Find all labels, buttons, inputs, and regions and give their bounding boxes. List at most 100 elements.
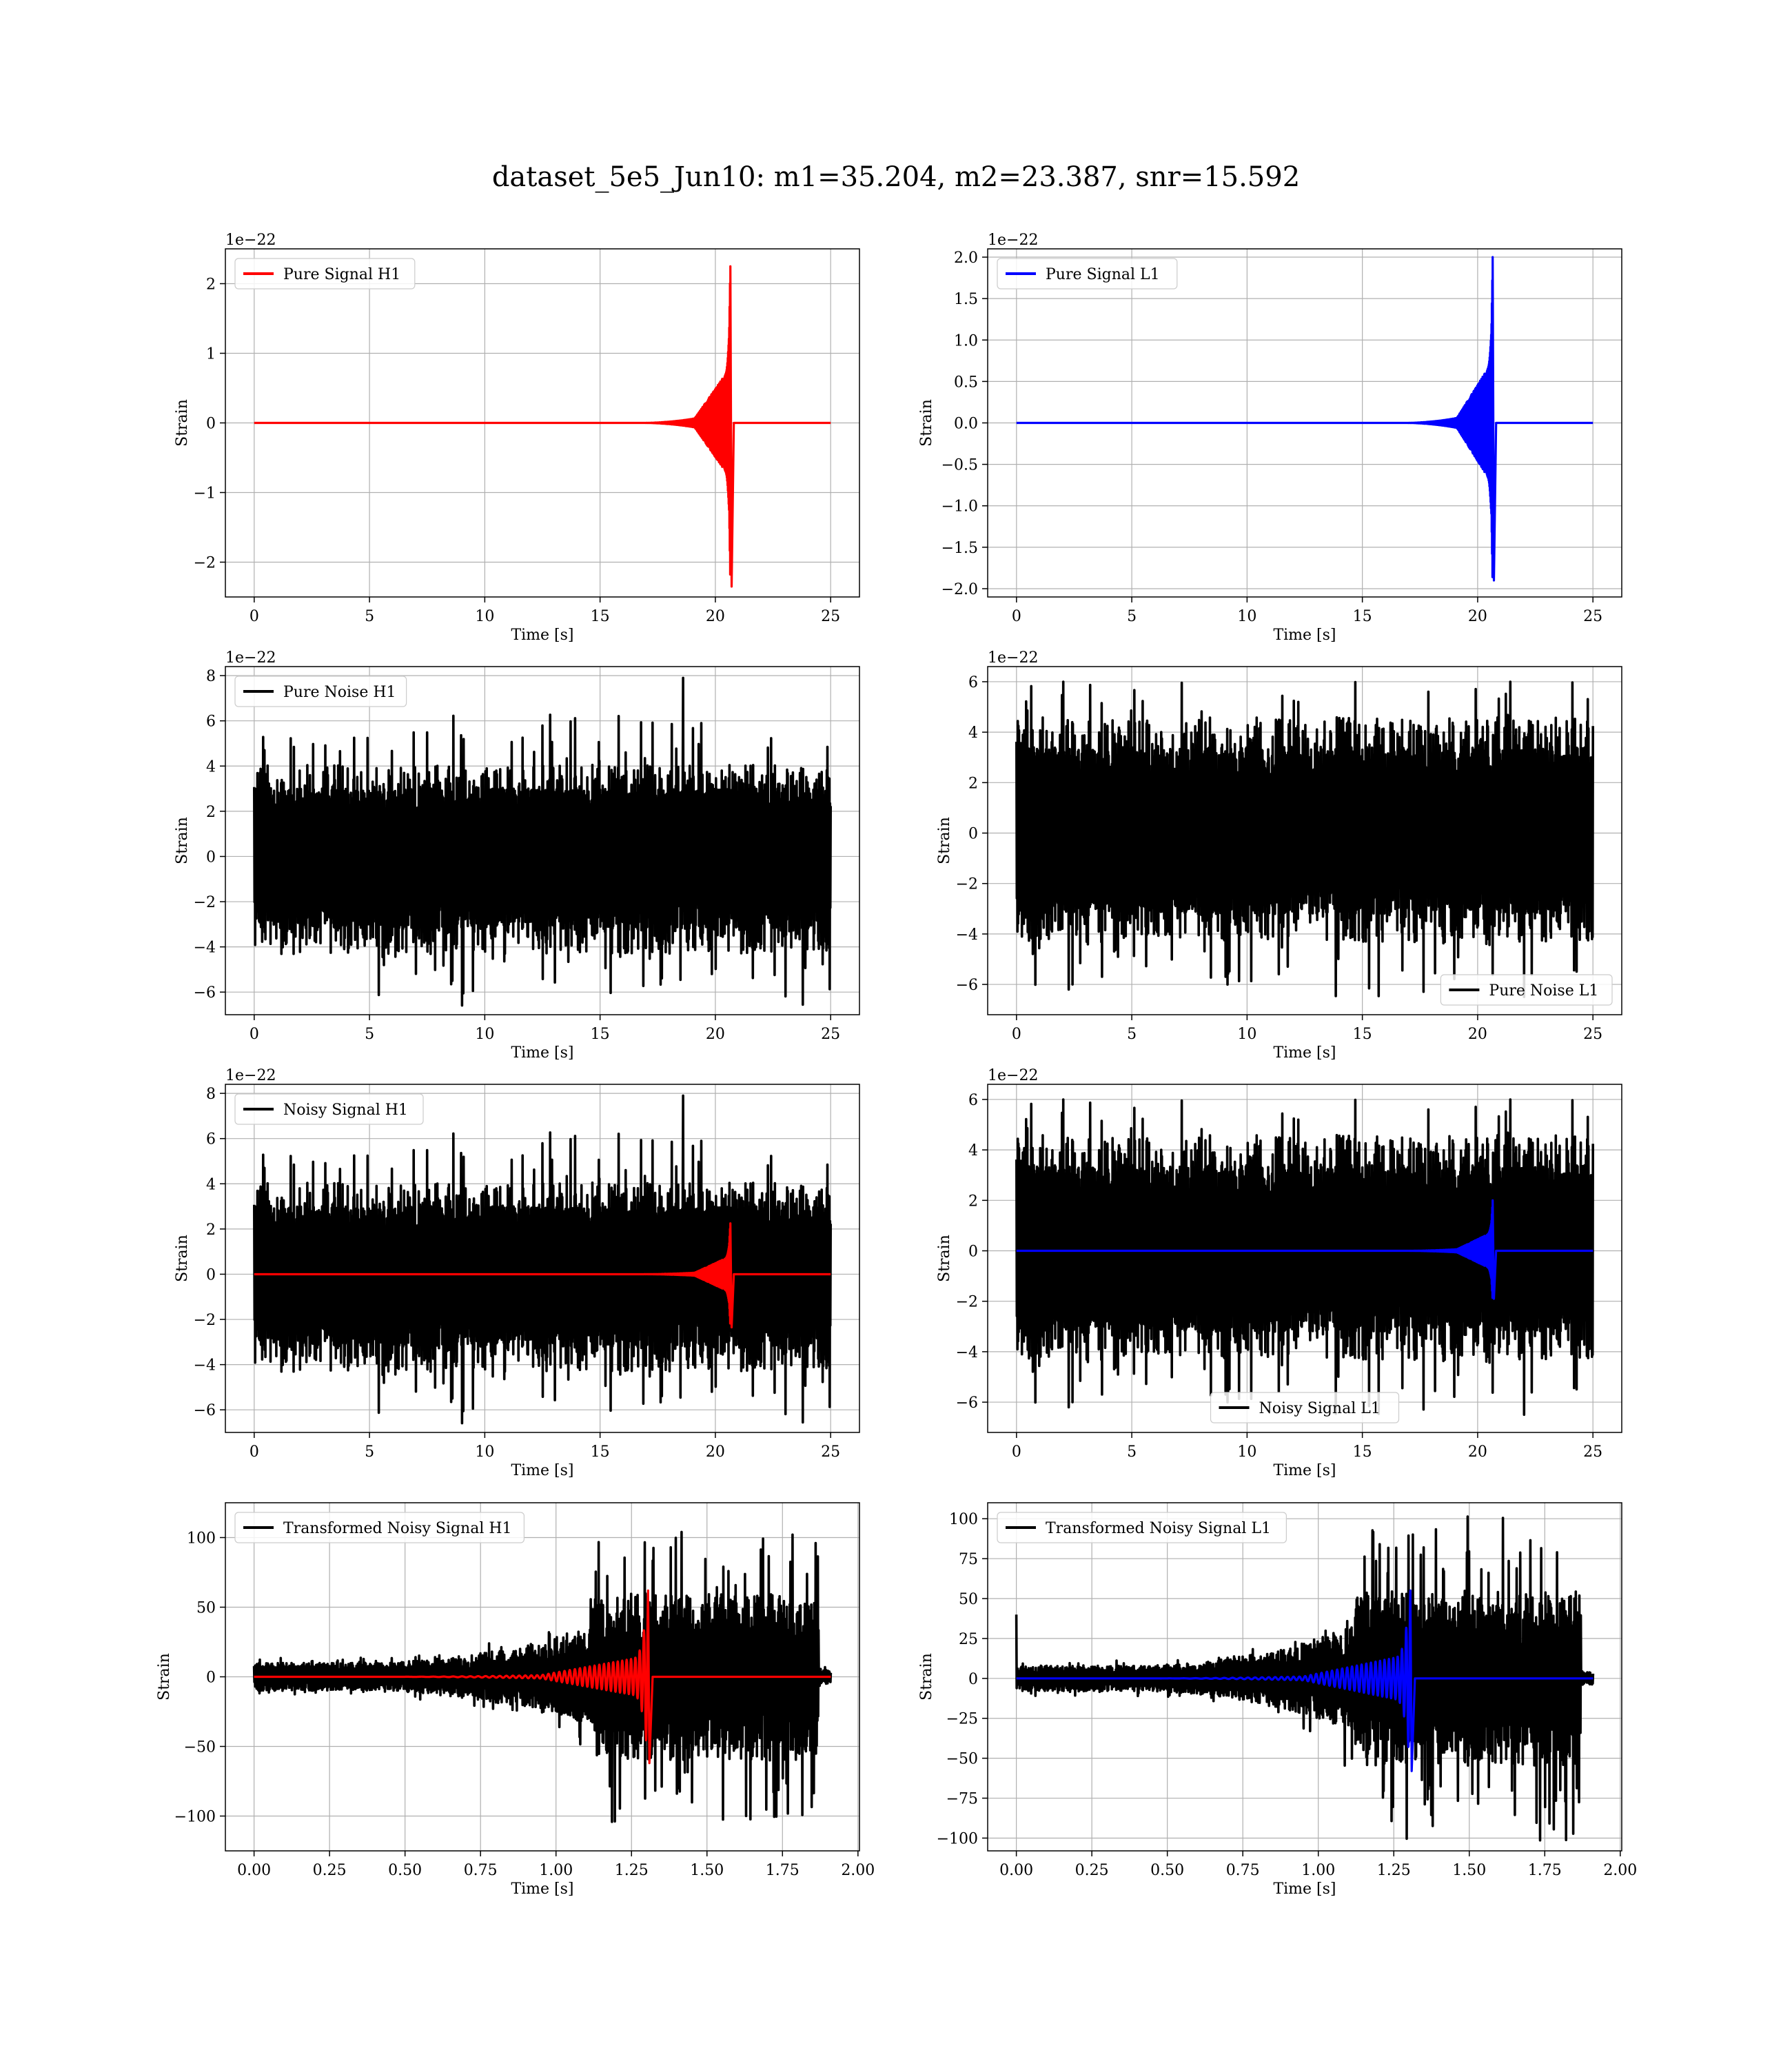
x-tick-label: 25 — [1583, 1026, 1602, 1043]
figure-suptitle: dataset_5e5_Jun10: m1=35.204, m2=23.387,… — [492, 161, 1300, 193]
y-tick-label: −6 — [956, 1395, 978, 1412]
x-tick-label: 1.25 — [1377, 1862, 1411, 1879]
panel-pure-signal-h1: 0 5 10 15 20 25 −2 −1 0 1 2 Time [s] Strain 1e−22 Pure… — [174, 232, 860, 644]
x-tick-label: 2.00 — [1603, 1862, 1637, 1879]
legend-box — [234, 676, 407, 707]
x-tick-label: 5 — [1127, 1026, 1137, 1043]
y-tick-label: −4 — [956, 1344, 978, 1361]
y-tick-label: −4 — [194, 940, 216, 957]
y-tick-label: −0.5 — [941, 457, 978, 474]
x-tick-label: 25 — [821, 1026, 840, 1043]
y-tick-label: 0 — [206, 1670, 216, 1687]
x-tick-label: 20 — [706, 608, 725, 625]
y-tick-label: 6 — [206, 1131, 216, 1148]
panel-transformed-noisy-signal-h1: 0.00 0.25 0.50 0.75 1.00 1.25 1.50 1.75 2.00 −100… — [156, 1502, 875, 1898]
y-tick-label: 0 — [206, 849, 216, 866]
x-tick-label: 0 — [250, 608, 259, 625]
x-tick-label: 15 — [591, 1443, 610, 1461]
x-tick-label: 0 — [1012, 1443, 1021, 1461]
x-tick-label: 0.75 — [1226, 1862, 1260, 1879]
axes-frame — [987, 1502, 1622, 1852]
y-tick-label: 2.0 — [954, 250, 978, 267]
series-transformed-noisy-signal-h1 — [252, 1530, 833, 1823]
legend: Transformed Noisy Signal H1 — [234, 1512, 525, 1543]
y-tick-label: 6 — [206, 713, 216, 731]
x-tick-label: 0 — [1012, 608, 1021, 625]
axes-frame — [225, 1084, 860, 1433]
y-axis-label: Strain — [918, 399, 935, 447]
x-axis-label: Time [s] — [511, 1881, 573, 1898]
legend-label: Pure Noise L1 — [1489, 982, 1598, 1000]
y-axis-label: Strain — [174, 1235, 191, 1282]
x-tick-label: 10 — [475, 1443, 494, 1461]
x-tick-label: 5 — [1127, 1443, 1137, 1461]
axes-frame — [987, 1084, 1622, 1433]
x-axis-label: Time [s] — [1273, 1462, 1336, 1479]
x-tick-label: 5 — [365, 1443, 374, 1461]
legend: Pure Noise L1 — [1440, 974, 1613, 1006]
x-axis-label: Time [s] — [1273, 1044, 1336, 1062]
plot-area — [253, 676, 832, 1007]
x-tick-label: 20 — [1468, 1026, 1487, 1043]
y-tick-label: −1.0 — [941, 498, 978, 516]
series-pure-noise-l1 — [1015, 680, 1594, 999]
y-tick-label: −2 — [194, 1312, 216, 1329]
y-tick-label: 25 — [959, 1631, 978, 1648]
x-tick-label: 1.75 — [1528, 1862, 1562, 1879]
series-noisy-signal-l1-signal-overlay — [1016, 1199, 1594, 1300]
y-tick-label: 8 — [206, 668, 216, 685]
axes-frame — [225, 666, 860, 1015]
x-tick-label: 10 — [1237, 608, 1256, 625]
y-tick-label: 0 — [206, 416, 216, 433]
axis-offset-text: 1e−22 — [988, 649, 1038, 667]
y-tick-label: −100 — [174, 1809, 216, 1826]
panel-pure-noise-l1: 0 5 10 15 20 25 −6 −4 −2 0 2 4 6 Time [s] Strain 1e−22 P… — [936, 649, 1622, 1062]
x-axis-label: Time [s] — [1273, 1881, 1336, 1898]
legend-box — [1210, 1392, 1400, 1423]
x-tick-label: 20 — [706, 1026, 725, 1043]
x-tick-label: 20 — [706, 1443, 725, 1461]
y-tick-label: −25 — [946, 1711, 978, 1728]
y-tick-label: 0 — [968, 1671, 978, 1688]
x-tick-label: 0.50 — [388, 1862, 422, 1879]
legend: Pure Signal L1 — [997, 258, 1178, 290]
y-tick-label: 2 — [968, 775, 978, 792]
y-tick-label: −100 — [937, 1830, 978, 1847]
axis-offset-text: 1e−22 — [988, 1067, 1038, 1084]
plot-area — [1015, 680, 1594, 999]
y-tick-label: 100 — [187, 1530, 216, 1548]
legend-box — [234, 1093, 424, 1125]
x-tick-label: 20 — [1468, 608, 1487, 625]
plot-area — [252, 1530, 833, 1823]
y-tick-label: −6 — [194, 1402, 216, 1419]
y-tick-label: 0.0 — [954, 416, 978, 433]
legend-box — [1440, 974, 1613, 1006]
series-pure-noise-h1 — [253, 676, 832, 1007]
panel-pure-signal-l1: 0 5 10 15 20 25 −2.0 −1.5 −1.0 −0.5 0.0 0.5 1.0 1.5 2.… — [918, 232, 1622, 644]
y-axis-label: Strain — [936, 817, 953, 864]
axis-offset-text: 1e−22 — [225, 649, 276, 667]
y-tick-label: 75 — [959, 1551, 978, 1568]
x-tick-label: 5 — [1127, 608, 1137, 625]
legend-label: Transformed Noisy Signal H1 — [283, 1520, 512, 1537]
legend: Noisy Signal H1 — [234, 1093, 424, 1125]
x-tick-label: 0 — [250, 1026, 259, 1043]
x-tick-label: 1.50 — [1452, 1862, 1486, 1879]
y-tick-label: −75 — [946, 1791, 978, 1808]
legend: Noisy Signal L1 — [1210, 1392, 1400, 1423]
y-tick-label: −2 — [194, 894, 216, 911]
legend: Pure Noise H1 — [234, 676, 407, 707]
y-tick-label: 4 — [206, 758, 216, 776]
legend: Transformed Noisy Signal L1 — [997, 1512, 1287, 1543]
y-tick-label: 8 — [206, 1086, 216, 1103]
x-tick-label: 1.75 — [766, 1862, 800, 1879]
y-tick-label: 2 — [206, 276, 216, 294]
legend-label: Transformed Noisy Signal L1 — [1046, 1520, 1271, 1537]
axis-offset-text: 1e−22 — [225, 232, 276, 249]
y-tick-label: 100 — [949, 1511, 978, 1528]
y-tick-label: −50 — [946, 1751, 978, 1768]
legend-label: Pure Signal H1 — [283, 266, 400, 283]
y-tick-label: −4 — [194, 1357, 216, 1375]
x-axis-label: Time [s] — [1273, 627, 1336, 644]
x-tick-label: 15 — [1353, 1443, 1372, 1461]
